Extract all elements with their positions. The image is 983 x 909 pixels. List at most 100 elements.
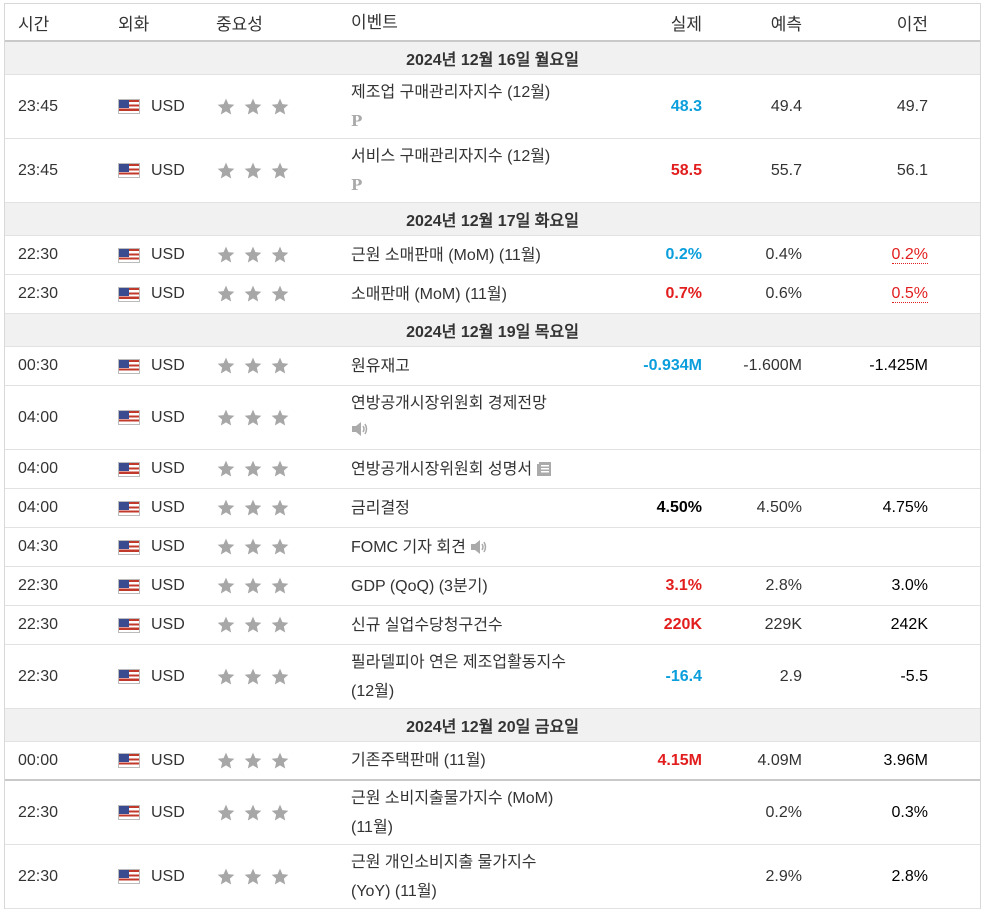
table-row[interactable]: 04:30 USD FOMC 기자 회견 — [5, 528, 980, 567]
document-icon[interactable] — [536, 461, 552, 477]
currency-code: USD — [151, 460, 185, 477]
event-name[interactable]: 서비스 구매관리자지수 (12월) — [351, 147, 551, 165]
event-cell[interactable]: 연방공개시장위원회 성명서 — [337, 455, 592, 484]
event-name[interactable]: 연방공개시장위원회 성명서 — [351, 460, 533, 478]
currency-cell: USD — [105, 409, 203, 427]
header-importance[interactable]: 중요성 — [216, 14, 263, 34]
event-cell[interactable]: 원유재고 — [337, 352, 592, 381]
forecast-value: -1.600M — [743, 357, 802, 374]
event-time: 04:00 — [18, 460, 59, 477]
header-forecast[interactable]: 예측 — [770, 14, 802, 34]
date-row: 2024년 12월 17일 화요일 — [5, 203, 980, 236]
currency-code: USD — [151, 161, 185, 179]
star-icon — [217, 752, 235, 768]
event-name[interactable]: 근원 개인소비지출 물가지수 — [351, 853, 537, 871]
event-cell[interactable]: 신규 실업수당청구건수 — [337, 611, 592, 640]
event-cell[interactable]: 서비스 구매관리자지수 (12월) P — [337, 142, 592, 200]
forecast-value: 2.9% — [765, 867, 802, 885]
actual-value: 0.7% — [665, 285, 702, 302]
actual-value: 58.5 — [670, 161, 702, 179]
table-row[interactable]: 22:30 USD GDP (QoQ) (3분기) 3.1% 2.8% 3.0% — [5, 567, 980, 606]
table-row[interactable]: 22:30 USD 근원 소비지출물가지수 (MoM) (11월) 0.2% 0… — [5, 781, 980, 845]
star-icon — [244, 162, 262, 178]
event-name[interactable]: 근원 소매판매 (MoM) (11월) — [351, 246, 541, 264]
event-name-line2[interactable]: (11월) — [351, 818, 393, 836]
event-name-line2[interactable]: (12월) — [351, 682, 395, 700]
table-row[interactable]: 23:45 USD 제조업 구매관리자지수 (12월) P 48.3 49.4 … — [5, 75, 980, 139]
event-name[interactable]: 근원 소비지출물가지수 (MoM) — [351, 789, 554, 807]
event-name[interactable]: 필라델피아 연은 제조업활동지수 — [351, 653, 566, 671]
table-row[interactable]: 04:00 USD 연방공개시장위원회 경제전망 — [5, 386, 980, 450]
date-row: 2024년 12월 19일 목요일 — [5, 314, 980, 347]
event-name[interactable]: GDP (QoQ) (3분기) — [351, 577, 488, 595]
header-currency[interactable]: 외화 — [118, 14, 150, 34]
table-row[interactable]: 04:00 USD 연방공개시장위원회 성명서 — [5, 450, 980, 489]
event-cell[interactable]: 근원 소비지출물가지수 (MoM) (11월) — [337, 784, 592, 842]
table-header: 시간 외화 중요성 이벤트 실제 예측 이전 — [5, 4, 980, 42]
event-name[interactable]: FOMC 기자 회견 — [351, 538, 466, 556]
currency-cell: USD — [105, 868, 203, 886]
importance-stars — [203, 284, 337, 304]
event-cell[interactable]: 금리결정 — [337, 494, 592, 523]
us-flag-icon — [118, 99, 140, 114]
event-time: 00:00 — [18, 751, 59, 769]
event-cell[interactable]: 필라델피아 연은 제조업활동지수 (12월) — [337, 648, 592, 706]
event-name[interactable]: 원유재고 — [351, 357, 410, 375]
header-previous[interactable]: 이전 — [896, 14, 928, 34]
previous-value: -5.5 — [900, 667, 928, 685]
currency-code: USD — [151, 751, 185, 769]
star-icon — [271, 246, 289, 263]
us-flag-icon — [118, 617, 140, 633]
event-name[interactable]: 제조업 구매관리자지수 (12월) — [351, 83, 551, 101]
event-cell[interactable]: GDP (QoQ) (3분기) — [337, 572, 592, 601]
forecast-value: 229K — [764, 616, 802, 633]
table-row[interactable]: 22:30 USD 소매판매 (MoM) (11월) 0.7% 0.6% 0.5… — [5, 275, 980, 314]
header-time[interactable]: 시간 — [18, 14, 50, 34]
table-row[interactable]: 22:30 USD 근원 개인소비지출 물가지수 (YoY) (11월) 2.9… — [5, 845, 980, 909]
table-row[interactable]: 04:00 USD 금리결정 4.50% 4.50% 4.75% — [5, 489, 980, 528]
event-cell[interactable]: 근원 개인소비지출 물가지수 (YoY) (11월) — [337, 848, 592, 906]
speaker-icon[interactable] — [351, 421, 369, 437]
table-row[interactable]: 00:00 USD 기존주택판매 (11월) 4.15M 4.09M 3.96M — [5, 742, 980, 781]
previous-revised-value[interactable]: 0.5% — [891, 285, 928, 303]
event-cell[interactable]: FOMC 기자 회견 — [337, 533, 592, 562]
us-flag-icon — [118, 500, 140, 516]
event-cell[interactable]: 기존주택판매 (11월) — [337, 746, 592, 775]
header-event[interactable]: 이벤트 — [351, 12, 398, 32]
event-cell[interactable]: 근원 소매판매 (MoM) (11월) — [337, 241, 592, 270]
table-row[interactable]: 22:30 USD 근원 소매판매 (MoM) (11월) 0.2% 0.4% … — [5, 236, 980, 275]
event-name[interactable]: 신규 실업수당청구건수 — [351, 616, 503, 634]
forecast-value: 0.2% — [765, 803, 802, 821]
currency-cell: USD — [105, 538, 203, 556]
event-name[interactable]: 소매판매 (MoM) (11월) — [351, 285, 507, 303]
actual-value: 220K — [663, 616, 702, 633]
previous-value: 3.96M — [883, 751, 928, 769]
event-time: 04:30 — [18, 538, 59, 555]
currency-code: USD — [151, 285, 185, 302]
event-name-line2[interactable]: (YoY) (11월) — [351, 882, 437, 900]
header-actual[interactable]: 실제 — [670, 14, 702, 34]
actual-value: 48.3 — [670, 97, 702, 115]
actual-value: 3.1% — [665, 577, 702, 594]
table-row[interactable]: 00:30 USD 원유재고 -0.934M -1.600M -1.425M — [5, 347, 980, 386]
event-name[interactable]: 기존주택판매 (11월) — [351, 752, 486, 769]
previous-value: 2.8% — [891, 867, 928, 885]
event-time: 23:45 — [18, 97, 59, 115]
previous-value: 0.3% — [891, 803, 928, 821]
event-time: 04:00 — [18, 499, 59, 516]
star-icon — [271, 804, 289, 820]
table-row[interactable]: 23:45 USD 서비스 구매관리자지수 (12월) P 58.5 55.7 … — [5, 139, 980, 203]
event-name[interactable]: 금리결정 — [351, 499, 410, 517]
table-row[interactable]: 22:30 USD 필라델피아 연은 제조업활동지수 (12월) -16.4 2… — [5, 645, 980, 709]
event-name[interactable]: 연방공개시장위원회 경제전망 — [351, 394, 547, 412]
importance-stars — [203, 356, 337, 376]
table-row[interactable]: 22:30 USD 신규 실업수당청구건수 220K 229K 242K — [5, 606, 980, 645]
previous-revised-value[interactable]: 0.2% — [891, 246, 928, 264]
event-cell[interactable]: 제조업 구매관리자지수 (12월) P — [337, 78, 592, 136]
speaker-icon[interactable] — [470, 539, 488, 555]
star-icon — [217, 162, 235, 178]
currency-cell: USD — [105, 752, 203, 770]
event-cell[interactable]: 소매판매 (MoM) (11월) — [337, 280, 592, 309]
event-cell[interactable]: 연방공개시장위원회 경제전망 — [337, 389, 592, 447]
star-icon — [244, 577, 262, 594]
